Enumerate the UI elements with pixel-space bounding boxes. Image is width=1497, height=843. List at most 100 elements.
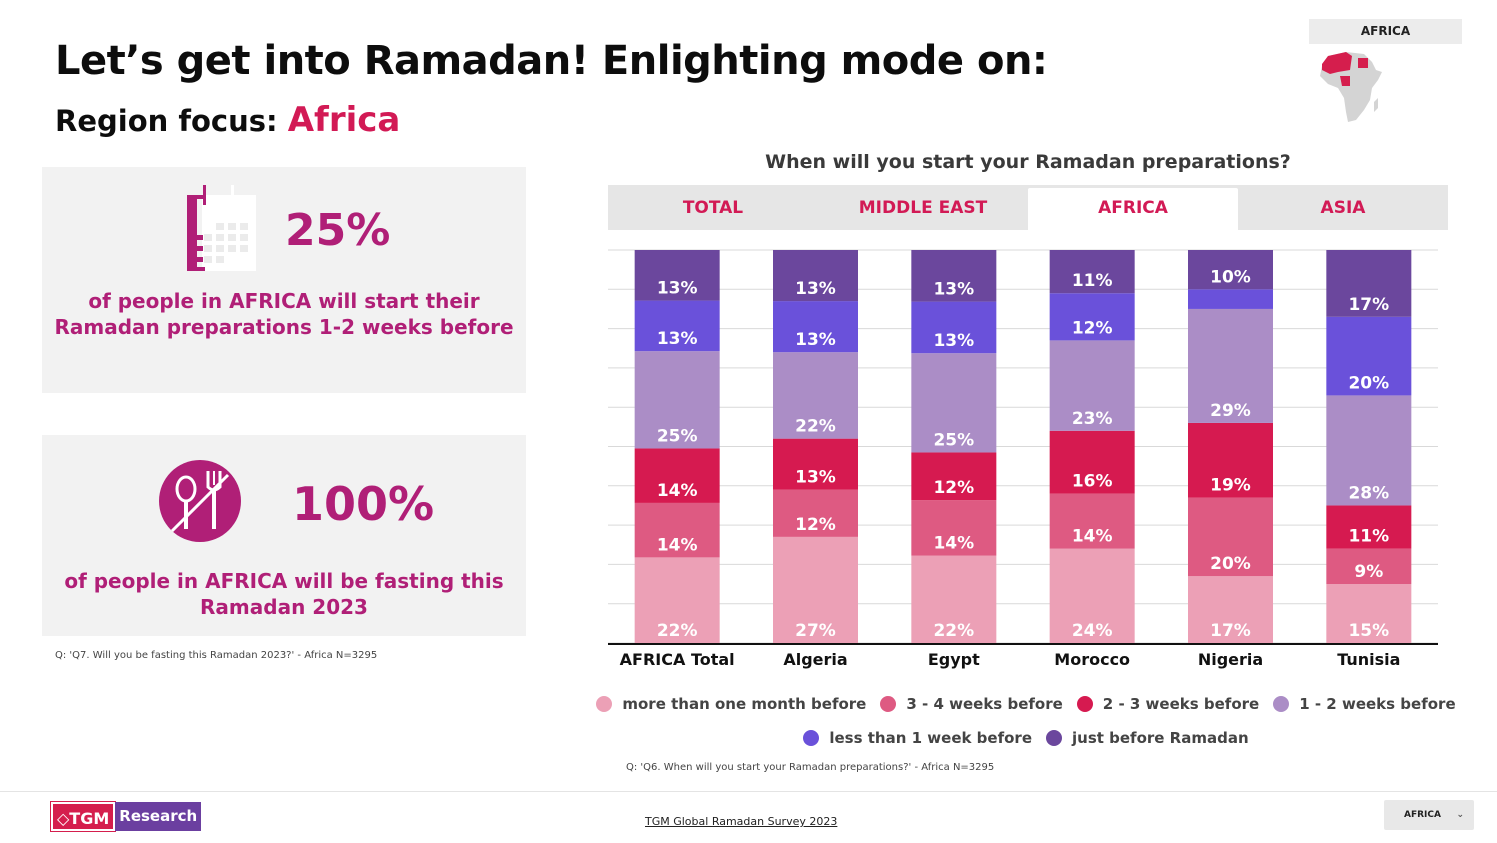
data-label: 15% [1348,621,1389,641]
data-label: 14% [1072,527,1113,547]
legend-item: 2 - 3 weeks before [1076,695,1260,713]
bar-segment [911,500,997,556]
legend-dot-icon [1273,696,1290,712]
x-tick-label: Tunisia [1337,650,1400,669]
dropdown-value: AFRICA [1404,810,1441,820]
bar-segment [1326,316,1412,396]
data-label: 27% [795,621,836,641]
bar-segment [634,502,720,558]
no-food-icon [159,460,241,542]
bar-segment [911,452,997,501]
bar-segment [911,250,997,302]
subtitle-region: Africa [287,100,401,140]
data-label: 14% [657,481,698,501]
data-label: 29% [1210,401,1251,421]
survey-link[interactable]: TGM Global Ramadan Survey 2023 [645,815,838,828]
bar-segment [1188,289,1273,309]
bar-segment [1188,576,1273,643]
legend-item: more than one month before [596,695,866,713]
stat-value: 25% [285,205,391,256]
data-label: 10% [1210,267,1251,287]
data-label: 13% [933,331,974,351]
legend-label: just before Ramadan [1072,729,1249,747]
data-label: 14% [657,535,698,555]
bar-segment [1049,293,1135,341]
bar-segment [911,555,997,643]
legend-row-1: more than one month before 3 - 4 weeks b… [596,695,1456,713]
stat-text-line2: Ramadan 2023 [200,595,368,619]
data-label: 25% [657,426,698,446]
bar-segment [911,353,997,453]
bar-segment [773,250,858,302]
legend-item: 3 - 4 weeks before [880,695,1063,713]
calendar-icon [187,185,256,271]
region-badge: AFRICA [1309,19,1462,44]
africa-map-icon [1320,52,1382,122]
bar-segment [1049,430,1135,494]
bar-segment [1326,250,1412,317]
fasting-question-note: Q: 'Q7. Will you be fasting this Ramadan… [55,650,378,661]
legend-label: 2 - 3 weeks before [1102,695,1260,713]
data-label: 17% [1348,295,1389,315]
chart-title: When will you start your Ramadan prepara… [765,151,1291,173]
stat-value: 100% [292,477,435,531]
data-label: 13% [795,330,836,350]
bar-segment [1049,493,1135,549]
data-label: 22% [795,417,836,437]
data-label: 13% [795,468,836,488]
bar-segment [1188,497,1273,577]
legend-dot-icon [880,696,897,712]
bar-segment [1049,340,1135,431]
data-label: 14% [933,534,974,554]
data-label: 16% [1072,472,1113,492]
region-dropdown[interactable]: AFRICA ⌄ [1384,800,1474,830]
legend-dot-icon [596,696,613,712]
tab-asia[interactable]: ASIA [1320,198,1366,218]
stat-card-preparations: 25% of people in AFRICA will start their… [42,167,526,393]
bar-segment [634,448,720,503]
legend-dot-icon [1076,696,1093,712]
data-label: 12% [795,515,836,535]
bar-segment [773,352,858,439]
bar-segment [1188,422,1273,498]
stat-card-fasting: 100% of people in AFRICA will be fasting… [42,435,526,636]
data-label: 19% [1210,476,1251,496]
tab-africa[interactable]: AFRICA [1028,188,1238,230]
data-label: 20% [1210,554,1251,574]
chart-question-note: Q: 'Q6. When will you start your Ramadan… [626,762,995,773]
data-label: 13% [657,329,698,349]
bar-segment [911,301,997,354]
data-label: 11% [1348,527,1389,547]
bar-segment [1049,250,1135,294]
data-label: 20% [1348,373,1389,393]
bar-segment [1326,584,1412,643]
data-label: 22% [933,621,974,641]
legend-item: less than 1 week before [803,729,1032,747]
data-label: 9% [1354,562,1383,582]
legend-label: less than 1 week before [829,729,1032,747]
legend-dot-icon [1046,730,1062,746]
stat-text-line1: of people in AFRICA will be fasting this [64,569,504,593]
x-tick-label: Egypt [928,650,980,669]
tgm-research-logo: ◇TGM Research [49,801,202,832]
data-label: 12% [1072,318,1113,338]
bar-segment [634,250,720,301]
stat-text-line1: of people in AFRICA will start their [88,289,480,313]
subtitle-prefix: Region focus: [55,104,278,138]
tab-total[interactable]: TOTAL [682,198,744,218]
chevron-down-icon: ⌄ [1456,810,1464,820]
x-tick-label: AFRICA Total [620,650,735,669]
tab-middle-east[interactable]: MIDDLE EAST [858,198,988,218]
bar-segment [773,438,858,490]
logo-part-tgm: ◇TGM [49,801,117,832]
bar-segment [773,536,858,643]
data-label: 22% [657,621,698,641]
x-tick-label: Nigeria [1198,650,1263,669]
data-label: 23% [1072,409,1113,429]
data-label: 24% [1072,621,1113,641]
logo-part-research: Research [115,802,202,831]
bar-segment [634,557,720,643]
bar-segment [773,301,858,353]
footer-divider [0,791,1497,792]
data-label: 17% [1210,621,1251,641]
